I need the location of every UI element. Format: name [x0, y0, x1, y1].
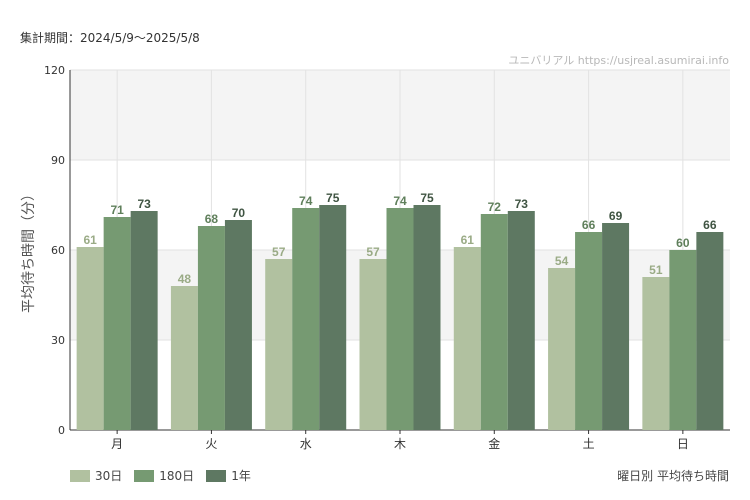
bar [319, 205, 347, 430]
data-label: 57 [366, 245, 380, 259]
chart-caption: 曜日別 平均待ち時間 [617, 469, 729, 483]
bar [453, 247, 481, 430]
data-label: 61 [461, 233, 475, 247]
data-label: 48 [178, 272, 192, 286]
x-tick-label: 月 [111, 437, 123, 451]
data-label: 61 [83, 233, 97, 247]
data-label: 71 [110, 203, 124, 217]
period-label: 集計期間：2024/5/9〜2025/5/8 [20, 31, 200, 45]
data-label: 75 [326, 191, 340, 205]
y-tick-label: 0 [58, 424, 65, 437]
bar [386, 208, 414, 430]
data-label: 72 [488, 200, 502, 214]
x-tick-label: 金 [488, 436, 500, 451]
legend-swatch-180d [134, 469, 155, 482]
x-tick-label: 日 [677, 437, 689, 451]
x-tick-label: 土 [583, 437, 595, 451]
legend-item-1y: 1年 [206, 467, 251, 484]
data-label: 69 [609, 209, 623, 223]
x-tick-label: 火 [205, 437, 217, 451]
data-label: 70 [232, 206, 246, 220]
legend-label-1y: 1年 [231, 469, 251, 483]
legend: 30日 180日 1年 [70, 467, 263, 484]
bar [130, 211, 158, 430]
y-tick-label: 30 [51, 334, 65, 347]
legend-swatch-1y [206, 469, 227, 482]
bar [413, 205, 441, 430]
data-label: 60 [676, 236, 690, 250]
bar [480, 214, 508, 430]
legend-swatch-30d [70, 469, 90, 482]
bar [224, 220, 252, 430]
y-tick-label: 90 [51, 154, 65, 167]
x-tick-label: 水 [300, 437, 312, 451]
bar [103, 217, 131, 430]
data-label: 68 [205, 212, 219, 226]
bar [642, 277, 670, 430]
bar [170, 286, 198, 430]
data-label: 74 [393, 194, 407, 208]
bar [359, 259, 387, 430]
y-tick-label: 60 [51, 244, 65, 257]
bar [292, 208, 320, 430]
bar [602, 223, 630, 430]
legend-label-180d: 180日 [159, 469, 195, 483]
data-label: 73 [137, 197, 151, 211]
data-label: 66 [582, 218, 596, 232]
bar [575, 232, 603, 430]
data-label: 51 [649, 263, 663, 277]
data-label: 66 [703, 218, 717, 232]
bar [197, 226, 225, 430]
y-axis-title: 平均待ち時間（分） [21, 187, 37, 313]
data-label: 54 [555, 254, 569, 268]
legend-item-180d: 180日 [134, 467, 194, 484]
y-tick-label: 120 [44, 64, 65, 77]
bar [548, 268, 576, 430]
data-label: 75 [420, 191, 434, 205]
legend-label-30d: 30日 [95, 469, 123, 483]
bar [265, 259, 293, 430]
legend-item-30d: 30日 [70, 467, 122, 484]
bar [696, 232, 724, 430]
watermark: ユニバリアル https://usjreal.asumirai.info [508, 54, 729, 67]
data-label: 74 [299, 194, 313, 208]
bar [669, 250, 697, 430]
x-tick-label: 木 [394, 437, 406, 451]
data-label: 73 [515, 197, 529, 211]
data-label: 57 [272, 245, 286, 259]
bar [507, 211, 535, 430]
bar [76, 247, 104, 430]
